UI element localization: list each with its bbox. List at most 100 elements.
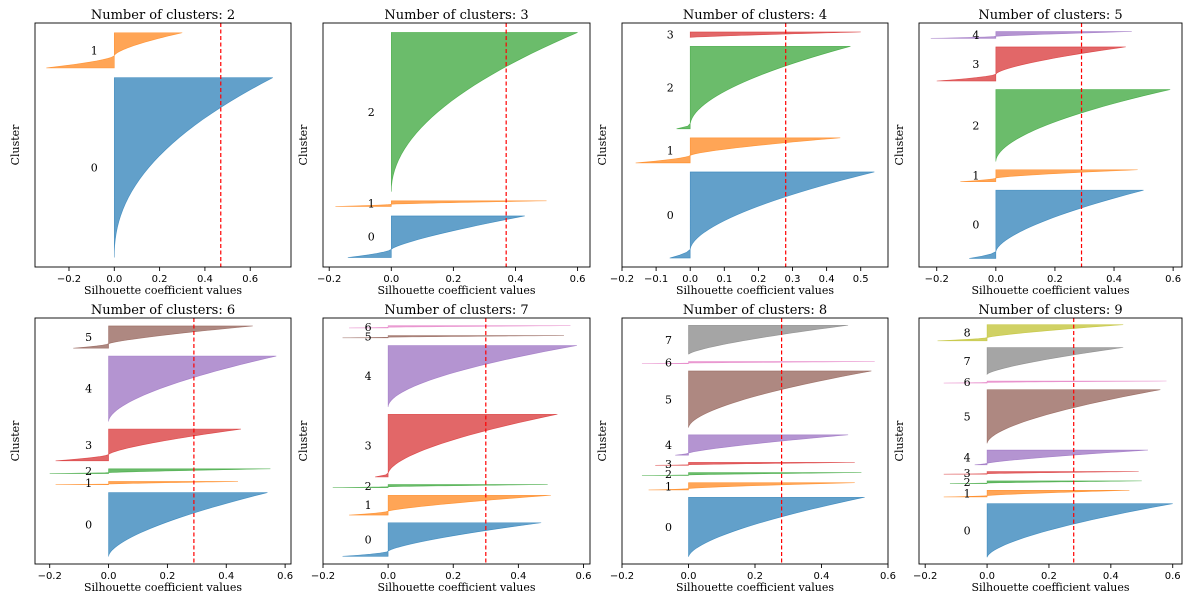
x-tick-label: 0.0 [681,571,697,582]
axes-frame [322,317,591,565]
chart-title: Number of clusters: 3 [384,8,528,23]
cluster-band-3 [936,46,1126,82]
cluster-band-0 [688,496,865,557]
y-axis-label: Cluster [297,124,310,166]
x-tick-label: 0.4 [218,571,234,582]
y-axis-label: Cluster [297,420,310,462]
cluster-band-2 [676,46,851,130]
x-tick-label: −0.2 [610,571,634,582]
x-tick-label: 0.6 [1165,571,1181,582]
cluster-band-0 [108,492,268,558]
x-axis-label: Silhouette coefficient values [84,581,242,594]
cluster-label-2: 2 [667,82,674,95]
x-tick-label: −0.1 [644,274,668,285]
cluster-label-5: 5 [365,331,372,344]
x-tick-label: −0.2 [38,571,62,582]
x-tick-label: 0.2 [750,274,766,285]
cluster-label-1: 1 [85,477,92,490]
cluster-band-1 [648,482,855,491]
cluster-label-5: 5 [665,393,672,406]
cluster-band-2 [995,89,1171,162]
y-axis-label: Cluster [596,124,609,166]
cluster-band-2 [332,484,548,488]
cluster-label-1: 1 [665,480,672,493]
x-tick-label: 0.4 [819,274,835,285]
x-tick-label: 0.3 [785,274,801,285]
cluster-label-4: 4 [665,439,672,452]
cluster-band-1 [635,137,841,164]
cluster-label-6: 6 [964,376,971,389]
cluster-label-2: 2 [368,106,375,119]
cluster-band-1 [349,494,551,516]
x-tick-label: 0.2 [1047,274,1063,285]
cluster-band-5 [688,370,872,428]
cluster-band-0 [113,77,274,258]
y-axis-label: Cluster [893,420,906,462]
cluster-label-6: 6 [365,321,372,334]
cluster-label-4: 4 [964,451,971,464]
cluster-band-2 [49,468,271,474]
cluster-band-6 [943,380,1167,384]
cluster-band-3 [943,471,1139,475]
x-tick-label: 0.0 [380,571,396,582]
chart-title: Number of clusters: 6 [91,303,235,318]
cluster-label-7: 7 [665,334,672,347]
cluster-label-1: 1 [368,198,375,211]
cluster-label-1: 1 [91,44,98,57]
cluster-label-0: 0 [665,521,672,534]
cluster-label-0: 0 [368,231,375,244]
x-tick-label: 0.4 [197,274,213,285]
y-axis-label: Cluster [596,420,609,462]
x-tick-label: −0.2 [311,571,335,582]
cluster-band-0 [969,189,1144,259]
axes-frame [621,22,889,268]
cluster-label-1: 1 [365,499,372,512]
cluster-band-8 [937,324,1124,342]
cluster-band-4 [387,345,578,408]
x-axis-label: Silhouette coefficient values [676,581,834,594]
cluster-label-5: 5 [85,331,92,344]
cluster-band-3 [689,31,861,38]
cluster-label-0: 0 [964,524,971,537]
cluster-label-4: 4 [365,370,372,383]
x-axis-label: Silhouette coefficient values [971,284,1129,297]
cluster-band-0 [986,503,1173,558]
cluster-band-6 [349,325,571,329]
cluster-band-0 [669,171,875,259]
x-tick-label: 0.2 [159,571,175,582]
x-tick-label: 0.0 [101,571,117,582]
cluster-band-4 [930,31,1132,39]
x-tick-label: 0.6 [1165,274,1181,285]
x-tick-label: −0.2 [913,571,937,582]
cluster-label-3: 3 [972,58,979,71]
x-axis-label: Silhouette coefficient values [377,284,535,297]
cluster-band-7 [688,324,849,355]
axes-frame [918,22,1183,268]
cluster-label-3: 3 [665,458,672,471]
x-tick-label: 0.6 [277,571,293,582]
y-axis-label: Cluster [9,420,22,462]
x-tick-label: 0.2 [445,571,461,582]
chart-title: Number of clusters: 5 [978,8,1122,23]
x-tick-label: −0.2 [57,274,81,285]
cluster-label-3: 3 [667,29,674,42]
x-tick-label: 0.0 [383,274,399,285]
cluster-label-8: 8 [964,327,971,340]
cluster-band-2 [390,32,578,192]
x-tick-label: −0.2 [610,274,634,285]
cluster-label-3: 3 [365,440,372,453]
x-tick-label: 0.5 [853,274,869,285]
cluster-label-2: 2 [85,465,92,478]
cluster-label-0: 0 [365,534,372,547]
cluster-band-3 [55,428,242,462]
cluster-label-3: 3 [964,467,971,480]
cluster-label-1: 1 [972,170,979,183]
cluster-label-4: 4 [85,383,92,396]
cluster-band-0 [342,522,542,557]
cluster-label-5: 5 [964,411,971,424]
x-tick-label: 0.4 [814,571,830,582]
cluster-label-0: 0 [972,218,979,231]
y-axis-label: Cluster [893,124,906,166]
x-tick-label: 0.0 [988,274,1004,285]
